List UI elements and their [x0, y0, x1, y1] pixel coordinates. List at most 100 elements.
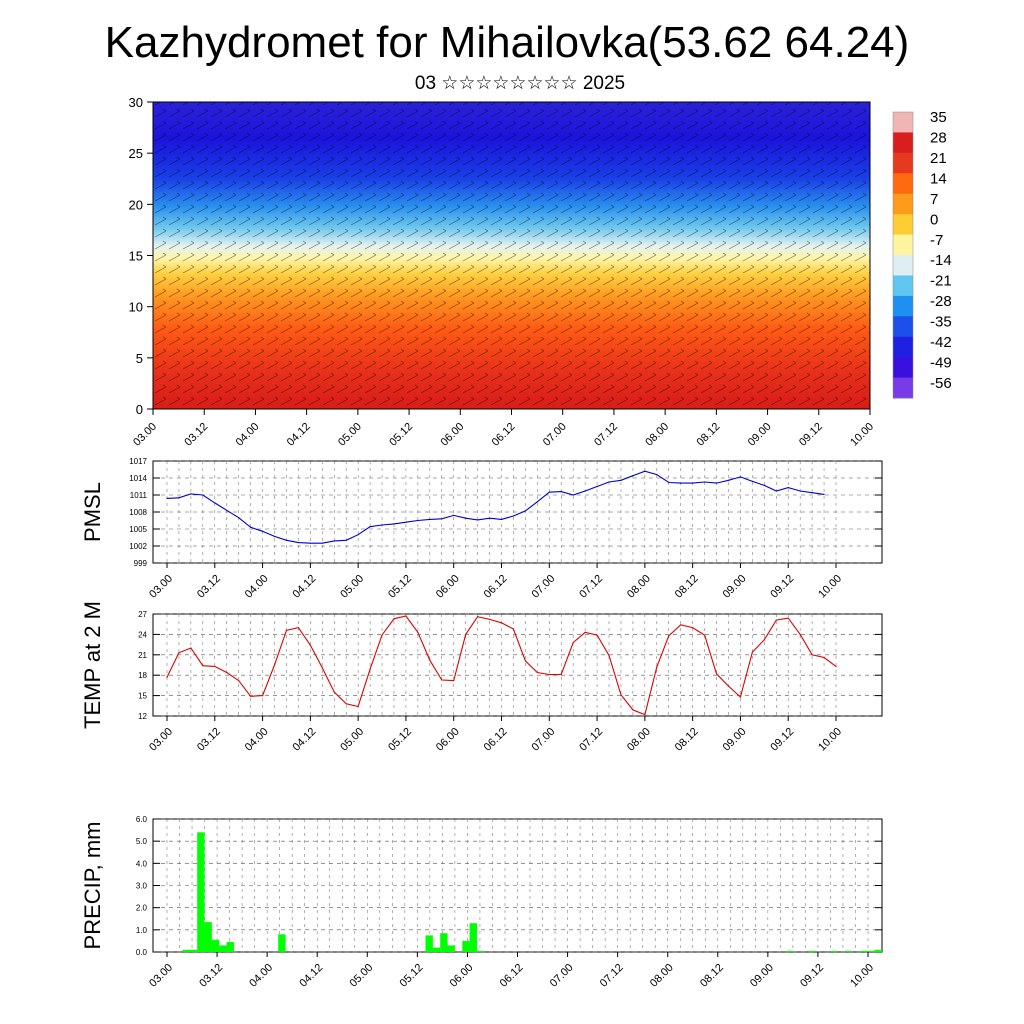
temp-point: [405, 615, 407, 617]
pmsl-point: [548, 491, 550, 493]
colorbar-swatch: [893, 152, 913, 174]
y-axis-label: PMSL: [80, 482, 105, 542]
precip-panel: 0.0 1.0 2.0 3.0 4.0 5.0 6.0 03.00 03.12 04.00 04.1…: [80, 815, 883, 990]
pmsl-point: [178, 497, 180, 499]
colorbar-swatch: [893, 377, 913, 399]
pmsl-point: [584, 490, 586, 492]
y-tick-label: 24: [138, 630, 147, 639]
pmsl-point: [429, 518, 431, 520]
pmsl-point: [393, 523, 395, 525]
precip-bar: [219, 945, 227, 952]
temp-point: [465, 633, 467, 636]
temp-point: [572, 641, 574, 644]
temp-panel: 12 15 18 21 24 27 03.00 03.12 04.00 04.12 05.00 05.…: [80, 601, 883, 754]
x-tick-label: 03.12: [195, 726, 223, 754]
pmsl-series-line: [166, 470, 825, 544]
temp-point: [441, 679, 443, 681]
temp-point: [763, 639, 765, 641]
temp-point: [680, 624, 682, 626]
x-tick-label: 04.00: [247, 962, 275, 990]
x-tick-label: 05.00: [347, 962, 375, 990]
x-tick-label: 09.00: [721, 573, 749, 601]
x-tick-label: 03.00: [131, 421, 159, 449]
wind-barbs: [153, 102, 870, 409]
precip-bar: [830, 950, 838, 952]
pmsl-point: [369, 526, 371, 528]
temp-point: [214, 665, 216, 667]
y-tick-label: 10: [129, 300, 143, 315]
pmsl-point: [309, 542, 311, 544]
x-tick-label: 04.00: [243, 573, 271, 601]
pmsl-point: [715, 482, 718, 484]
precip-bar: [845, 950, 853, 952]
temp-point: [644, 714, 646, 716]
precip-bar: [425, 935, 433, 952]
precip-bar: [440, 933, 448, 952]
x-tick-label: 05.00: [338, 726, 366, 754]
y-tick-label: 15: [129, 249, 143, 264]
colorbar-swatch: [893, 214, 913, 236]
pmsl-point: [620, 479, 622, 481]
temp-point: [345, 703, 347, 705]
x-tick-label: 10.00: [816, 573, 844, 601]
x-tick-label: 05.12: [387, 421, 415, 449]
pmsl-point: [811, 492, 813, 494]
pmsl-point: [190, 493, 192, 495]
pmsl-point: [692, 482, 694, 484]
x-tick-label: 05.12: [386, 573, 414, 601]
temp-point: [620, 694, 622, 696]
y-tick-label: 1.0: [136, 926, 148, 935]
pmsl-point: [166, 497, 168, 499]
pmsl-point: [775, 490, 777, 492]
pmsl-point: [202, 494, 204, 496]
temp-point: [238, 680, 240, 682]
pmsl-point: [560, 491, 562, 493]
pmsl-point: [261, 530, 264, 532]
pmsl-point: [488, 517, 491, 519]
temp-point: [321, 667, 323, 669]
pmsl-point: [632, 475, 634, 477]
colorbar-swatch: [893, 295, 913, 317]
colorbar-label: -14: [930, 252, 952, 269]
precip-bar: [182, 949, 190, 952]
x-tick-label: 06.12: [482, 573, 510, 601]
y-tick-label: 1014: [129, 474, 147, 483]
pmsl-panel: 999 1002 1005 1008 1011 1014 1017 03.00 03.12 04.…: [80, 457, 883, 601]
pmsl-point: [285, 539, 288, 541]
temp-point: [823, 656, 825, 659]
x-tick-label: 07.12: [577, 726, 605, 754]
y-tick-label: 4.0: [136, 859, 148, 868]
precip-bar: [786, 950, 794, 952]
x-tick-label: 09.12: [768, 726, 796, 754]
x-tick-label: 03.12: [182, 421, 210, 449]
precip-bar: [867, 950, 875, 952]
temp-point: [226, 671, 228, 674]
colorbar-label: -28: [930, 293, 952, 310]
x-tick-label: 07.00: [529, 726, 557, 754]
precip-bar: [477, 950, 485, 952]
temp-point: [703, 634, 706, 636]
pmsl-point: [226, 509, 228, 511]
pmsl-point: [512, 515, 515, 517]
x-tick-label: 07.12: [598, 962, 626, 990]
pmsl-point: [656, 474, 658, 476]
colorbar-label: 14: [930, 170, 947, 187]
temp-point: [536, 671, 538, 674]
y-tick-label: 1017: [129, 457, 147, 466]
temp-point: [512, 628, 515, 630]
pmsl-point: [321, 542, 323, 544]
x-tick-label: 08.00: [625, 573, 653, 601]
colorbar-label: -35: [930, 314, 952, 331]
pmsl-point: [763, 484, 765, 486]
temp-point: [453, 680, 455, 682]
y-tick-label: 12: [138, 712, 147, 721]
colorbar-swatch: [893, 336, 913, 358]
x-tick-label: 05.00: [338, 573, 366, 601]
x-tick-label: 08.00: [643, 421, 671, 449]
pmsl-point: [477, 519, 479, 521]
temp-point: [548, 673, 550, 676]
temp-point: [811, 654, 813, 656]
temp-point: [178, 652, 180, 654]
x-tick-label: 07.12: [592, 421, 620, 449]
pmsl-point: [417, 519, 419, 522]
